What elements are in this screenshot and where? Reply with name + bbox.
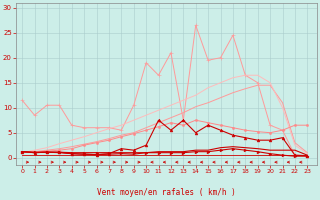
X-axis label: Vent moyen/en rafales ( km/h ): Vent moyen/en rafales ( km/h ): [97, 188, 236, 197]
